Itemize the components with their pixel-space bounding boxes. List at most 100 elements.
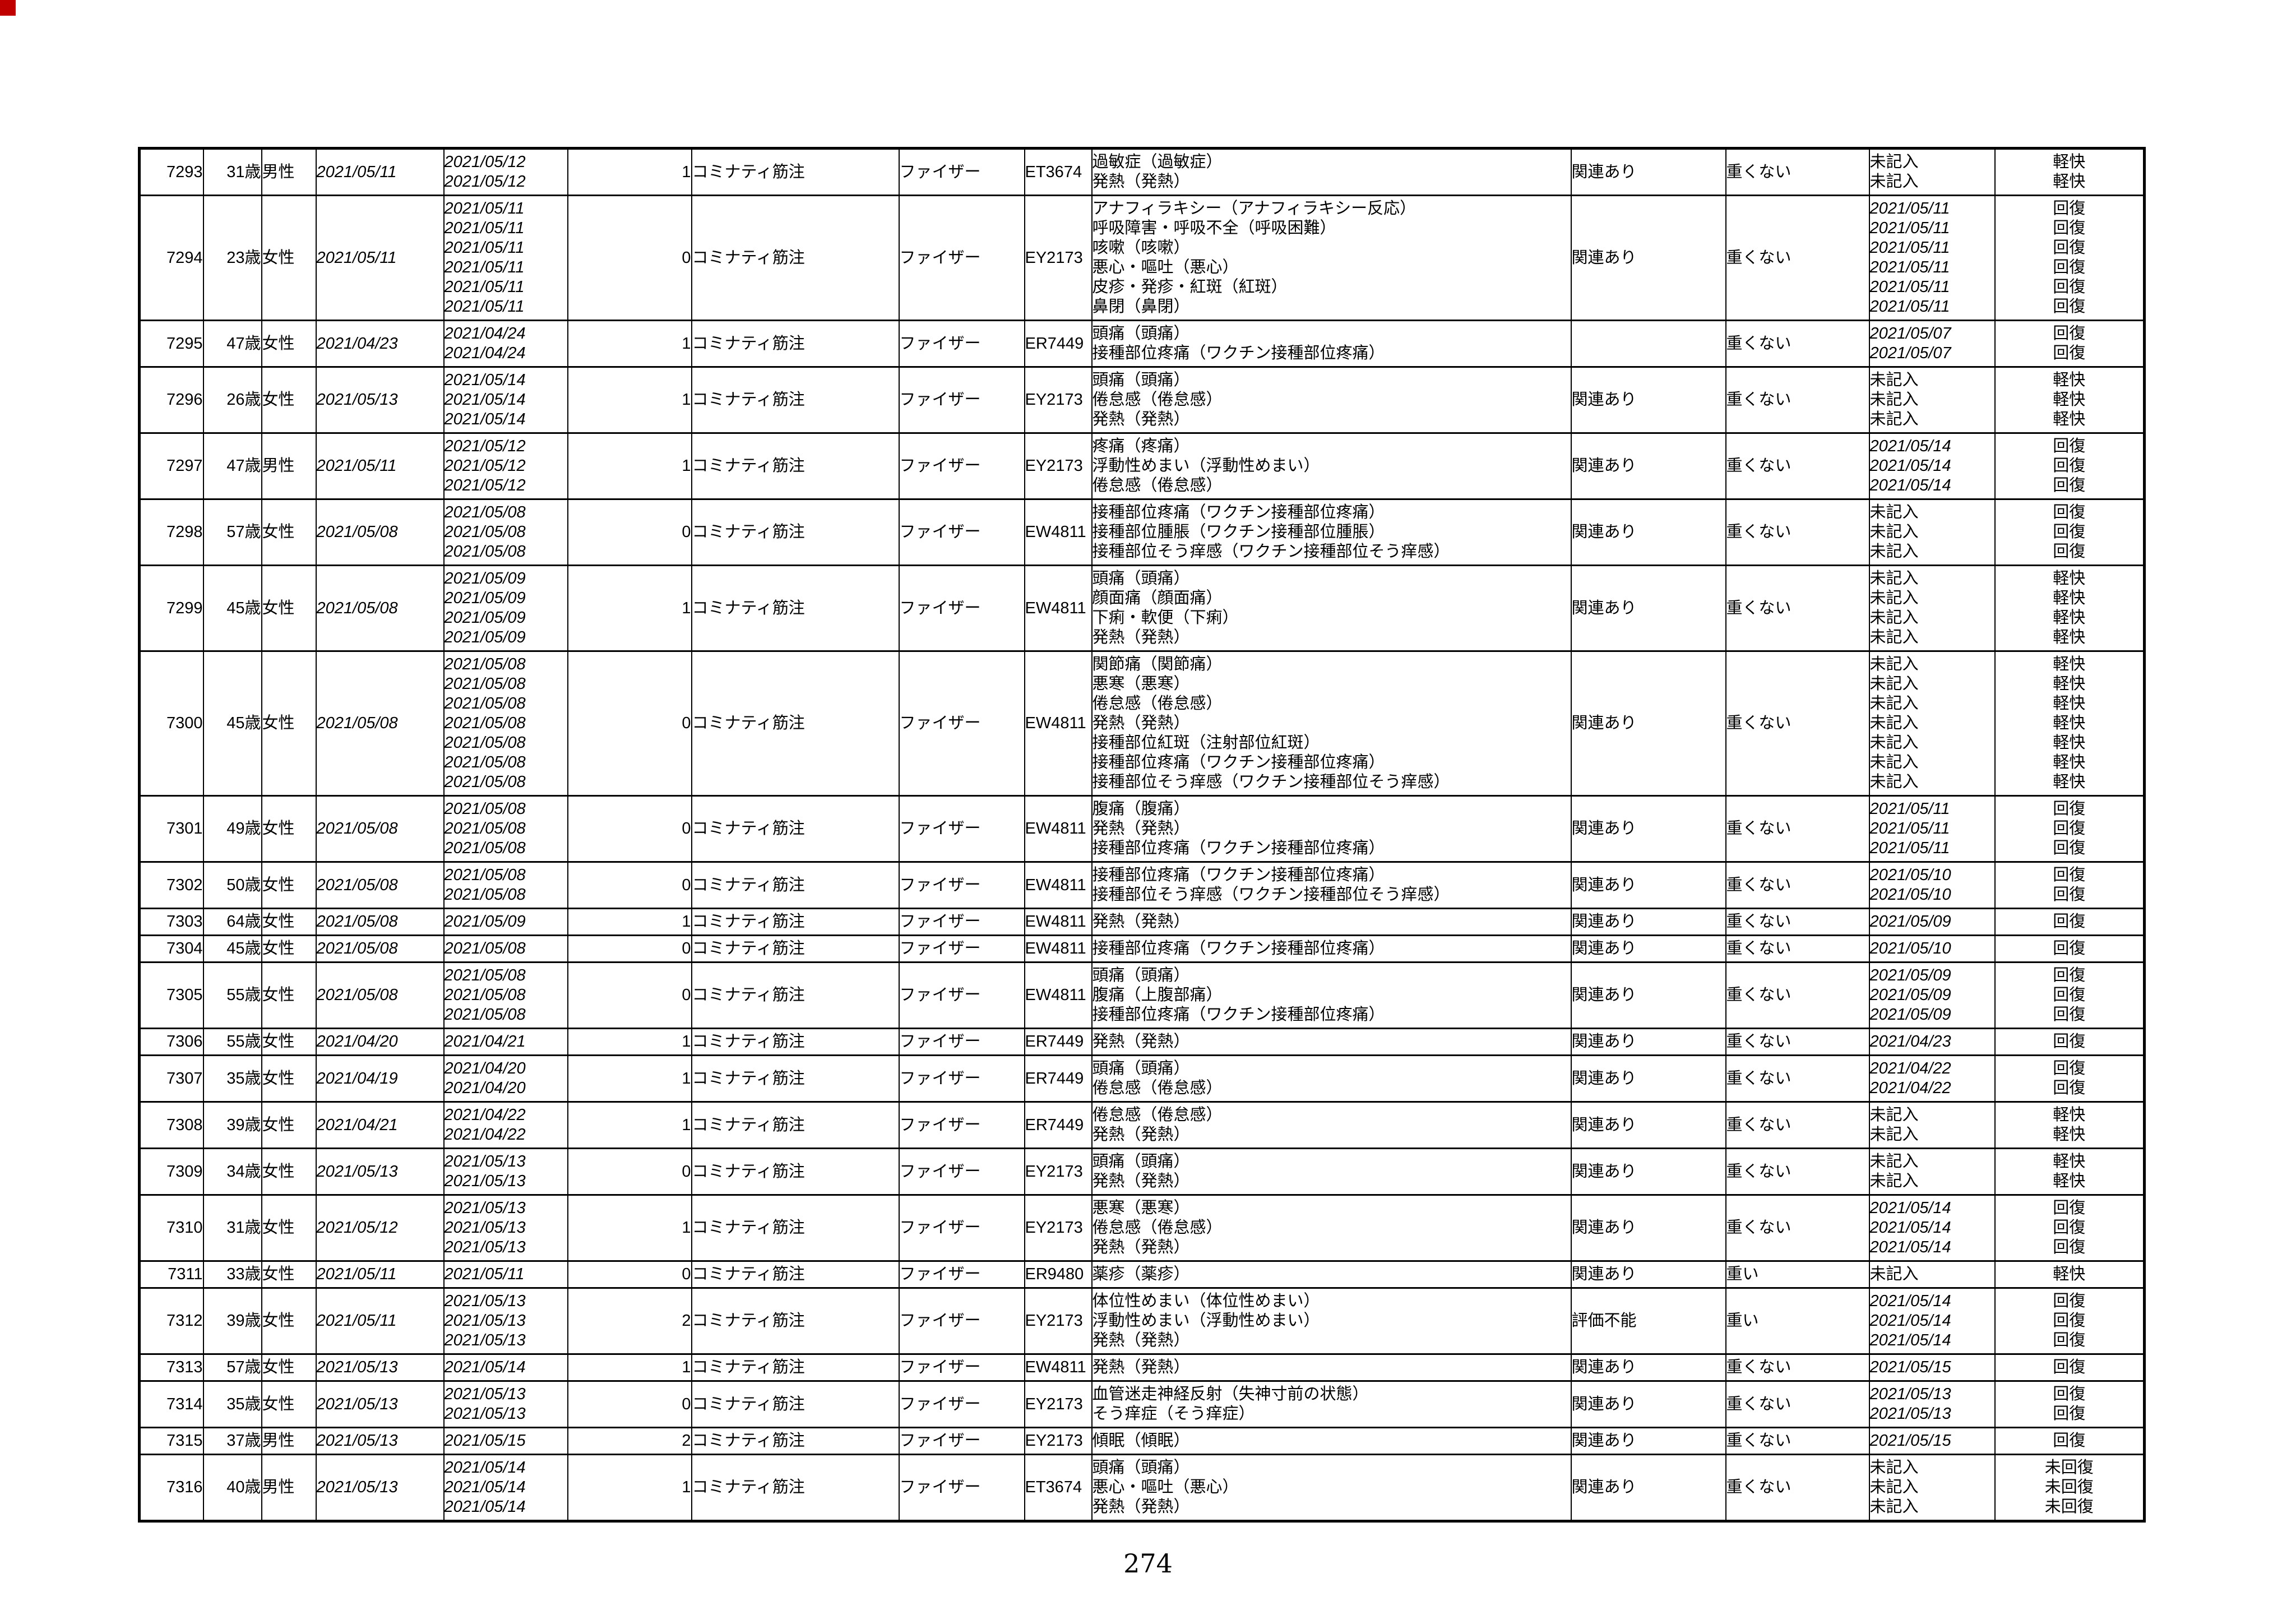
outcome-cell: 軽快 [1994, 1260, 2145, 1289]
outcome-cell: 軽快 軽快 [1994, 1148, 2145, 1196]
outcome-date-cell: 2021/05/07 2021/05/07 [1868, 320, 1996, 368]
onset-date-cell: 2021/05/08 2021/05/08 2021/05/08 2021/05/08… [443, 650, 568, 797]
outcome-date: 2021/05/11 [1869, 200, 1950, 218]
vaccination-date-cell: 2021/05/12 [315, 1194, 445, 1262]
case-number-cell: 7312 [138, 1287, 204, 1355]
onset-date: 2021/05/13 [444, 1405, 526, 1423]
lot-number-cell: EW4811 [1024, 961, 1093, 1029]
outcome: 回復 [2053, 913, 2086, 931]
seriousness-cell: 重くない [1725, 1427, 1870, 1455]
onset-date: 2021/05/08 [444, 1006, 526, 1024]
onset-date: 2021/05/08 [444, 503, 526, 521]
days-to-onset: 1 [682, 334, 691, 353]
onset-date: 2021/05/08 [444, 523, 526, 541]
manufacturer-cell: ファイザー [898, 650, 1025, 797]
lot-number: EW4811 [1025, 986, 1086, 1004]
outcome: 回復 [2053, 503, 2086, 521]
lot-number-cell: EY2173 [1024, 1427, 1093, 1455]
age-cell: 33歳 [202, 1260, 262, 1289]
lot-number: ER7449 [1025, 1069, 1084, 1088]
days-to-onset-cell: 1 [567, 320, 692, 368]
outcome-date: 2021/05/13 [1869, 1405, 1951, 1423]
days-to-onset: 0 [682, 1395, 691, 1413]
outcome: 軽快 [2053, 628, 2086, 646]
seriousness: 重くない [1726, 523, 1792, 541]
onset-date: 2021/05/08 [444, 714, 526, 732]
case-number-cell: 7299 [138, 565, 204, 652]
outcome-date: 未記入 [1869, 1106, 1919, 1124]
table-row: 7294 23歳 女性 2021/05/11 2021/05/11 2021/05/11 2… [138, 195, 2145, 321]
days-to-onset: 0 [682, 1162, 691, 1181]
lot-number-cell: EY2173 [1024, 432, 1093, 500]
sex-cell: 男性 [261, 147, 317, 196]
days-to-onset: 1 [682, 1358, 691, 1376]
outcome-date-cell: 2021/05/14 2021/05/14 2021/05/14 [1868, 1194, 1996, 1262]
age: 37歳 [226, 1432, 261, 1450]
vaccination-date: 2021/05/11 [316, 457, 397, 475]
outcome-date: 未記入 [1869, 714, 1919, 732]
vaccination-date-cell: 2021/04/21 [315, 1101, 445, 1149]
lot-number: EW4811 [1025, 820, 1086, 838]
causality [1572, 334, 1725, 354]
case-number: 7309 [166, 1162, 203, 1181]
case-number-cell: 7294 [138, 195, 204, 321]
outcome-date: 未記入 [1869, 153, 1919, 171]
manufacturer-cell: ファイザー [898, 320, 1025, 368]
sex-cell: 女性 [261, 1380, 317, 1428]
outcome-date-cell: 2021/05/14 2021/05/14 2021/05/14 [1868, 1287, 1996, 1355]
outcome-cell: 軽快 軽快 [1994, 147, 2145, 196]
seriousness: 重い [1726, 1312, 1759, 1330]
lot-number-cell: ER7449 [1024, 320, 1093, 368]
manufacturer-cell: ファイザー [898, 565, 1025, 652]
manufacturer: ファイザー [899, 163, 981, 181]
sex: 男性 [262, 457, 295, 475]
onset-date: 2021/05/13 [444, 1153, 526, 1170]
vaccination-date: 2021/04/19 [316, 1069, 398, 1088]
vaccine-name-cell: コミナティ筋注 [691, 650, 900, 797]
outcome-cell: 軽快 軽快 [1994, 1101, 2145, 1149]
outcome-cell: 回復 回復 回復 [1994, 498, 2145, 566]
seriousness-cell: 重くない [1725, 432, 1870, 500]
symptom-cell: 倦怠感（倦怠感） 発熱（発熱） [1091, 1101, 1572, 1149]
table-row: 7293 31歳 男性 2021/05/11 2021/05/12 2021/05/12 1… [138, 147, 2145, 196]
causality: 関連あり [1571, 163, 1637, 181]
table-row: 7307 35歳 女性 2021/04/19 2021/04/20 2021/04/20 1… [138, 1054, 2145, 1103]
causality-cell: 関連あり [1570, 1427, 1726, 1455]
table-row: 7306 55歳 女性 2021/04/20 2021/04/21 1 コミナティ筋注 ファイ… [138, 1028, 2145, 1056]
vaccination-date-cell: 2021/04/20 [315, 1028, 445, 1056]
outcome-date-cell: 未記入 未記入 [1868, 1148, 1996, 1196]
lot-number: EY2173 [1025, 1219, 1083, 1237]
vaccination-date-cell: 2021/04/23 [315, 320, 445, 368]
manufacturer-cell: ファイザー [898, 366, 1025, 434]
vaccination-date-cell: 2021/05/13 [315, 1148, 445, 1196]
symptom-cell: 接種部位疼痛（ワクチン接種部位疼痛） 接種部位腫脹（ワクチン接種部位腫脹） 接種部位… [1091, 498, 1572, 566]
case-number: 7303 [166, 913, 203, 931]
manufacturer-cell: ファイザー [898, 934, 1025, 963]
outcome: 軽快 [2053, 1106, 2086, 1124]
age: 64歳 [226, 913, 261, 931]
manufacturer: ファイザー [899, 1265, 981, 1283]
outcome-date: 未記入 [1869, 1478, 1919, 1496]
symptom-cell: 疼痛（疼痛） 浮動性めまい（浮動性めまい） 倦怠感（倦怠感） [1091, 432, 1572, 500]
seriousness-cell: 重くない [1725, 320, 1870, 368]
outcome-date: 2021/05/07 [1869, 344, 1951, 362]
outcome: 回復 [2053, 1331, 2086, 1349]
vaccination-date-cell: 2021/04/19 [315, 1054, 445, 1103]
manufacturer-cell: ファイザー [898, 1054, 1025, 1103]
manufacturer: ファイザー [899, 334, 981, 353]
days-to-onset-cell: 0 [567, 1148, 692, 1196]
outcome-cell: 回復 回復 [1994, 1380, 2145, 1428]
seriousness: 重くない [1726, 714, 1792, 732]
outcome: 軽快 [2053, 1126, 2086, 1144]
symptom: 関節痛（関節痛） [1092, 655, 1223, 673]
vaccination-date-cell: 2021/05/13 [315, 366, 445, 434]
age: 31歳 [226, 163, 261, 181]
symptom: 薬疹（薬疹） [1092, 1265, 1190, 1283]
outcome-date: 未記入 [1869, 1459, 1919, 1477]
manufacturer: ファイザー [899, 248, 981, 267]
onset-date: 2021/05/08 [444, 839, 526, 857]
vaccination-date: 2021/05/08 [316, 940, 398, 957]
days-to-onset: 0 [682, 248, 691, 267]
outcome-cell: 回復 回復 [1994, 1054, 2145, 1103]
lot-number: EW4811 [1025, 1358, 1086, 1376]
